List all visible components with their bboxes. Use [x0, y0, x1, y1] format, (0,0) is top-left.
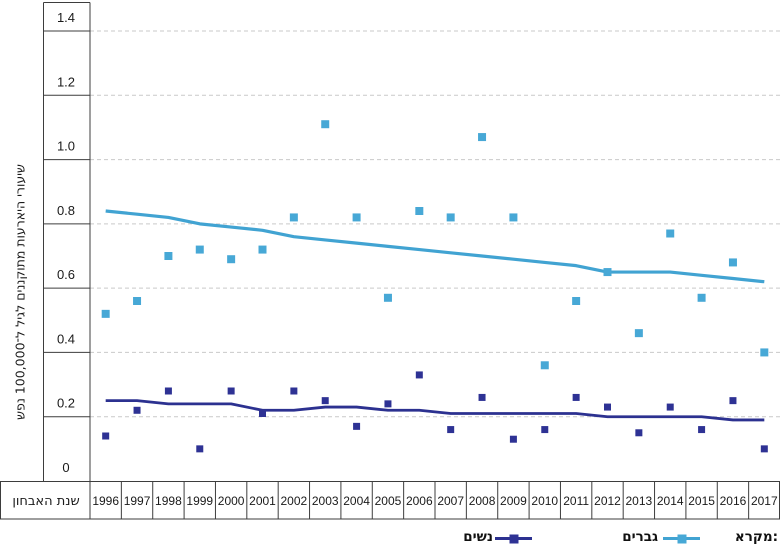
x-tick-label: 2012 — [594, 494, 621, 508]
data-point-men — [697, 293, 706, 302]
data-point-men — [289, 213, 298, 222]
x-tick-label: 2007 — [437, 494, 464, 508]
x-tick-label: 2017 — [751, 494, 778, 508]
data-point-women — [196, 445, 204, 453]
data-point-men — [133, 297, 142, 305]
legend-square-men-icon — [677, 534, 686, 543]
data-point-men — [446, 213, 455, 222]
y-tick-label: 1.2 — [57, 74, 75, 89]
data-point-women — [259, 410, 266, 417]
x-tick-label: 2006 — [406, 494, 433, 508]
data-point-men — [383, 293, 392, 302]
legend-label-men: גברים — [622, 529, 658, 545]
data-point-men — [509, 213, 518, 222]
data-point-women — [572, 393, 580, 401]
y-tick-label: 1.0 — [57, 139, 75, 154]
data-point-men — [227, 255, 236, 264]
data-point-women — [698, 426, 706, 434]
data-point-men — [195, 245, 204, 254]
data-point-men — [164, 252, 173, 260]
x-tick-label: 2010 — [531, 494, 558, 508]
data-point-women — [102, 432, 110, 440]
x-tick-label: 2003 — [312, 494, 339, 508]
legend-marker-men — [663, 534, 700, 543]
data-point-men — [572, 297, 581, 305]
x-tick-label: 1998 — [155, 494, 182, 508]
data-point-women — [447, 426, 455, 434]
x-tick-label: 2000 — [218, 494, 245, 508]
data-point-men — [478, 133, 487, 142]
data-point-women — [353, 422, 361, 430]
legend: מקרא: גברים נשים — [0, 528, 779, 548]
data-point-men — [634, 329, 643, 338]
y-tick-label: 0.2 — [57, 396, 75, 411]
data-point-women — [415, 371, 423, 379]
x-tick-label: 2014 — [657, 494, 684, 508]
legend-title: מקרא: — [734, 529, 778, 545]
x-tick-label: 2002 — [281, 494, 308, 508]
x-tick-label: 1999 — [186, 494, 213, 508]
data-point-men — [666, 229, 675, 238]
data-point-men — [540, 361, 549, 370]
data-point-women — [384, 400, 392, 408]
data-point-women — [164, 387, 172, 395]
legend-label-women: נשים — [463, 529, 493, 545]
data-point-women — [509, 435, 517, 443]
data-point-women — [290, 387, 298, 395]
data-point-men — [603, 268, 612, 277]
data-point-women — [321, 397, 329, 405]
y-tick-label: 0.8 — [57, 203, 75, 218]
x-tick-label: 1997 — [124, 494, 151, 508]
x-tick-label: 2016 — [720, 494, 747, 508]
data-point-women — [133, 406, 141, 414]
y-tick-label: 0 — [62, 460, 69, 475]
data-point-men — [415, 207, 424, 215]
data-point-women — [541, 426, 549, 434]
data-point-women — [666, 403, 674, 411]
data-point-women — [604, 403, 611, 411]
x-tick-label: 2013 — [626, 494, 653, 508]
legend-marker-women — [495, 534, 532, 543]
data-point-men — [258, 245, 267, 254]
data-point-men — [728, 258, 737, 267]
x-tick-label: 2001 — [249, 494, 276, 508]
data-point-women — [729, 397, 737, 405]
x-axis-header: שנת האבחון — [12, 494, 79, 509]
data-point-women — [760, 445, 768, 453]
x-tick-label: 1996 — [92, 494, 119, 508]
y-tick-label: 0.4 — [57, 331, 75, 346]
y-tick-label: 0.6 — [57, 267, 75, 282]
x-tick-label: 2009 — [500, 494, 527, 508]
x-tick-label: 2015 — [688, 494, 715, 508]
x-tick-label: 2004 — [343, 494, 370, 508]
data-point-women — [478, 393, 486, 401]
data-point-women — [635, 429, 643, 437]
data-point-men — [101, 309, 110, 318]
x-tick-label: 2005 — [375, 494, 402, 508]
data-point-women — [227, 387, 235, 395]
trend-line-men — [105, 209, 765, 284]
x-tick-label: 2011 — [563, 494, 589, 508]
data-point-men — [760, 348, 769, 357]
x-tick-label: 2008 — [469, 494, 496, 508]
y-tick-label: 1.4 — [57, 10, 75, 25]
trend-line-women — [105, 399, 765, 422]
data-point-men — [352, 213, 361, 222]
legend-square-women-icon — [509, 534, 518, 543]
data-point-men — [321, 120, 330, 129]
